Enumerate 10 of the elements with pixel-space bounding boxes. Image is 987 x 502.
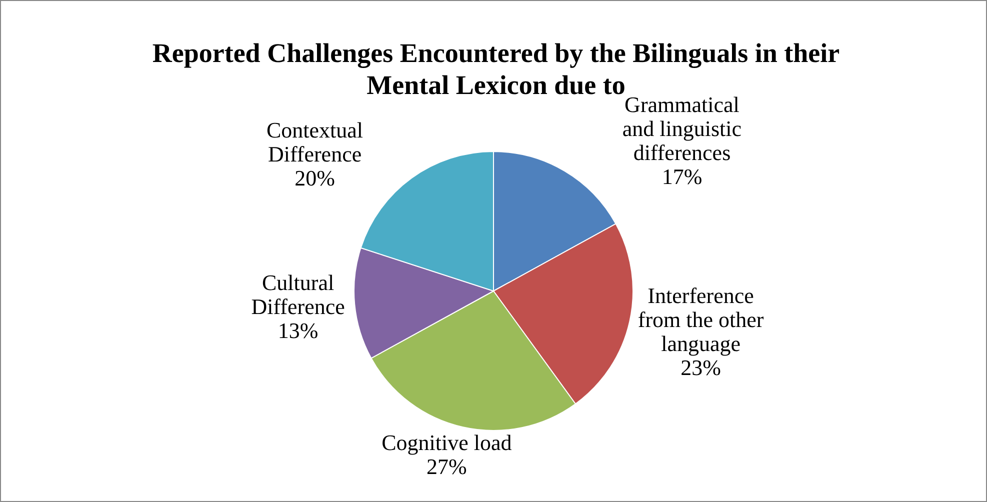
slice-label: Interference from the other language [638, 282, 764, 356]
slice-label: Grammatical and linguistic differences [622, 92, 742, 166]
slice-label: Cultural Difference [251, 270, 345, 319]
data-label: 13% [278, 318, 318, 343]
data-label: 23% [680, 354, 721, 380]
data-label: 20% [294, 166, 335, 191]
data-label: 17% [662, 164, 702, 190]
slice-label: Cognitive load [382, 430, 512, 456]
data-label: 27% [426, 454, 467, 480]
slice-label: Contextual Difference [266, 118, 364, 167]
